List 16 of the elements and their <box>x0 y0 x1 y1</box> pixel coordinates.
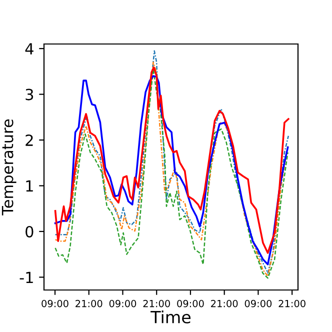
x-tick-label: 21:00 <box>76 300 102 308</box>
x-tick-label: 09:00 <box>109 300 136 308</box>
y-tick-label: 2 <box>26 134 33 146</box>
x-tick-label: 21:00 <box>278 300 306 308</box>
x-tick-label: 21:00 <box>211 300 238 308</box>
y-tick-label: 4 <box>25 43 34 54</box>
x-tick-label: 09:00 <box>177 300 204 308</box>
x-tick-label: 21:00 <box>143 300 170 308</box>
y-tick-label: 0 <box>26 226 34 238</box>
y-tick-label: 1 <box>26 180 33 192</box>
y-tick-label: 3 <box>26 88 34 100</box>
y-axis-title: Temperature <box>2 119 16 216</box>
y-tick-label: -1 <box>20 272 33 283</box>
x-axis-title: Time <box>150 310 191 324</box>
x-tick-label: 09:00 <box>244 300 272 308</box>
x-tick-label: 09:00 <box>42 300 68 308</box>
